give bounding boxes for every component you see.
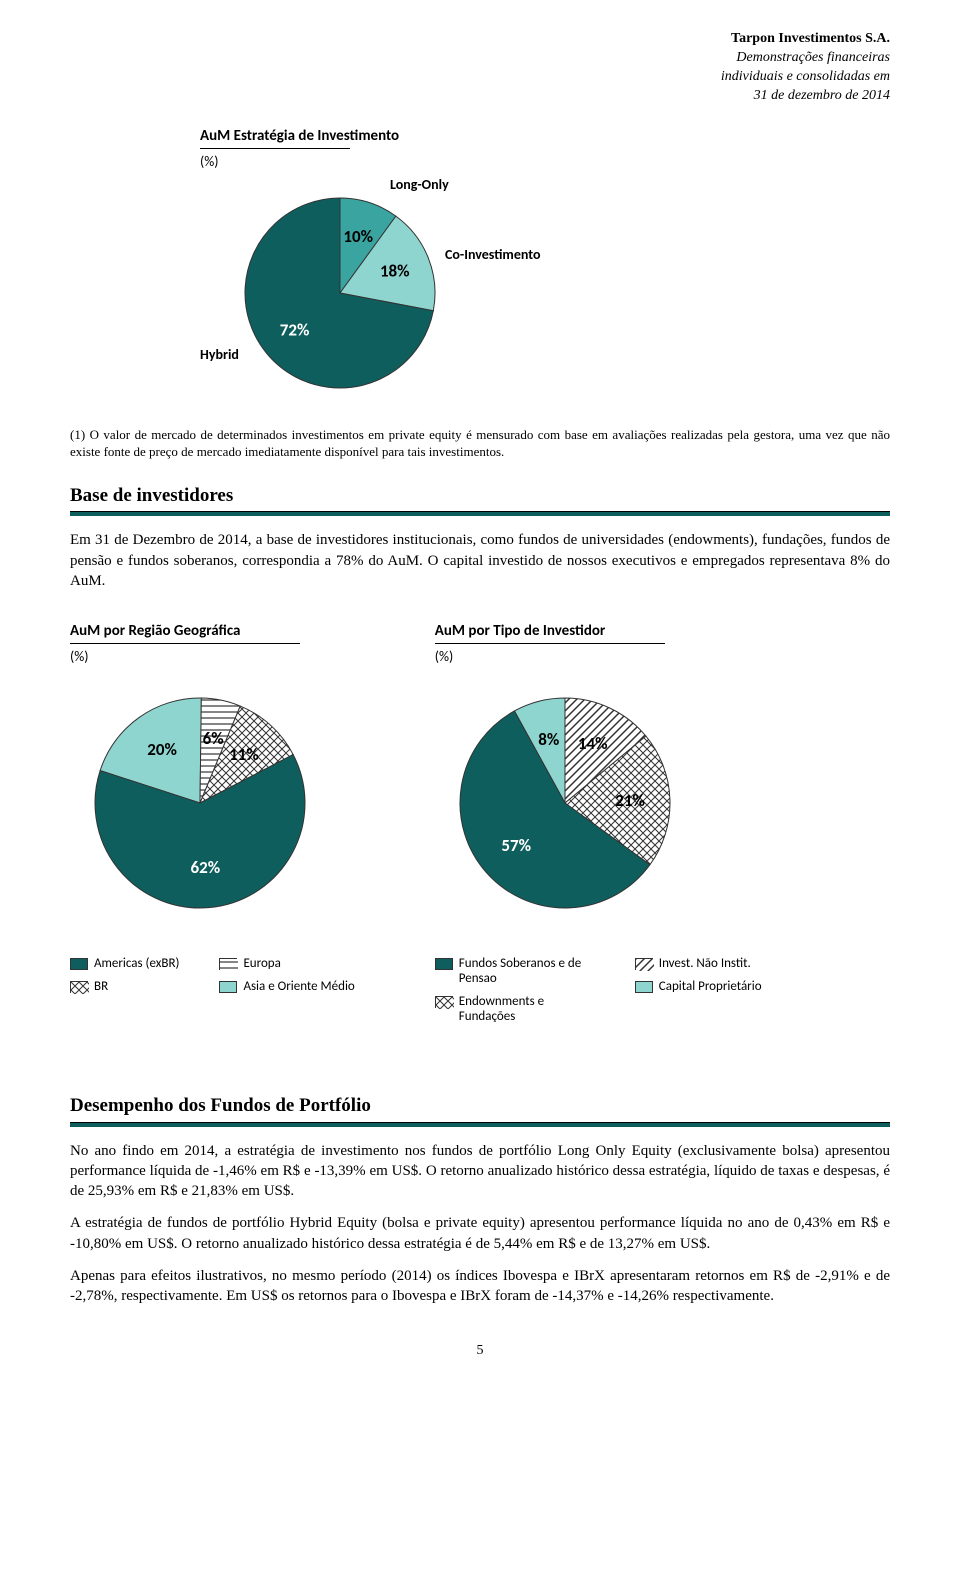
section-perf-rule	[70, 1122, 890, 1127]
pie-label-endow: 21%	[615, 790, 645, 811]
chart1-label-longonly: Long-Only	[390, 176, 449, 195]
document-header: Tarpon Investimentos S.A. Demonstrações …	[70, 30, 890, 106]
header-sub1: Demonstrações financeiras	[70, 49, 890, 68]
legend-item: Invest. Não Instit.	[635, 957, 762, 972]
chart1-label-coinv: Co-Investimento	[445, 246, 541, 265]
legend-item: Fundos Soberanos e de Pensao	[435, 957, 595, 987]
legend-swatch	[635, 981, 653, 993]
chart1-underline	[200, 148, 350, 149]
chart1-title: AuM Estratégia de Investimento	[200, 126, 890, 146]
chart1-label-hybrid: Hybrid	[200, 346, 239, 365]
pie-label-americas: 62%	[191, 857, 221, 878]
footnote-1: (1) O valor de mercado de determinados i…	[70, 426, 890, 461]
chart2-pie: 20% 6%11% 62%	[70, 673, 330, 933]
chart2-pct: (%)	[70, 648, 355, 667]
section-base-rule	[70, 511, 890, 516]
legend-swatch	[70, 958, 88, 970]
pie-label-hybrid: 72%	[280, 319, 310, 340]
chart2-pie-wrap: 20% 6%11% 62%	[70, 673, 330, 933]
chart2-title: AuM por Região Geográfica	[70, 621, 355, 641]
header-sub3: 31 de dezembro de 2014	[70, 87, 890, 106]
section-perf-title: Desempenho dos Fundos de Portfólio	[70, 1093, 890, 1119]
legend-label: BR	[94, 980, 108, 995]
legend-col: Invest. Não Instit. Capital Proprietário	[635, 957, 762, 1025]
chart2-legend: Americas (exBR) BR Europa Asia e Oriente Mé…	[70, 957, 355, 995]
pie-label-br: 11%	[229, 744, 259, 765]
legend-label: Europa	[243, 957, 280, 972]
page-number: 5	[70, 1342, 890, 1361]
chart-aum-estrategia: AuM Estratégia de Investimento (%) 10% 18…	[200, 126, 890, 408]
para-perf3: Apenas para efeitos ilustrativos, no mes…	[70, 1266, 890, 1307]
legend-swatch	[219, 958, 237, 970]
legend-swatch	[70, 981, 88, 993]
legend-label: Fundos Soberanos e de Pensao	[459, 957, 595, 987]
legend-label: Capital Proprietário	[659, 980, 762, 995]
chart1-pie-wrap: 10% 18% 72% Hybrid Long-Only Co-Investimen…	[200, 178, 600, 408]
para-perf1: No ano findo em 2014, a estratégia de in…	[70, 1141, 890, 1202]
legend-label: Asia e Oriente Médio	[243, 980, 354, 995]
chart3-underline	[435, 643, 665, 644]
legend-swatch	[435, 958, 453, 970]
legend-item: Europa	[219, 957, 354, 972]
legend-item: Endownments e Fundações	[435, 995, 595, 1025]
two-charts-row: AuM por Região Geográfica (%) 20% 6%11% 62…	[70, 611, 890, 1043]
chart3-legend: Fundos Soberanos e de Pensao Endownments …	[435, 957, 762, 1025]
header-sub2: individuais e consolidadas em	[70, 68, 890, 87]
chart-tipo-investidor: AuM por Tipo de Investidor (%) 8% 14% 21% 5…	[435, 621, 762, 1025]
para-base: Em 31 de Dezembro de 2014, a base de inv…	[70, 530, 890, 591]
legend-item: BR	[70, 980, 179, 995]
chart-regiao: AuM por Região Geográfica (%) 20% 6%11% 62…	[70, 621, 355, 1025]
chart3-title: AuM por Tipo de Investidor	[435, 621, 762, 641]
legend-swatch	[435, 996, 453, 1008]
legend-swatch	[635, 958, 653, 970]
legend-item: Asia e Oriente Médio	[219, 980, 354, 995]
legend-item: Americas (exBR)	[70, 957, 179, 972]
legend-col: Europa Asia e Oriente Médio	[219, 957, 354, 995]
pie-label-long_only: 10%	[343, 226, 373, 247]
legend-label: Americas (exBR)	[94, 957, 179, 972]
legend-label: Invest. Não Instit.	[659, 957, 751, 972]
chart1-pie: 10% 18% 72%	[200, 178, 480, 408]
legend-swatch	[219, 981, 237, 993]
chart3-pct: (%)	[435, 648, 762, 667]
chart1-pct: (%)	[200, 153, 890, 172]
pie-label-soberanos: 57%	[501, 835, 531, 856]
chart3-pie-wrap: 8% 14% 21% 57%	[435, 673, 695, 933]
para-perf2: A estratégia de fundos de portfólio Hybr…	[70, 1213, 890, 1254]
chart3-pie: 8% 14% 21% 57%	[435, 673, 695, 933]
pie-label-co_inv: 18%	[380, 260, 410, 281]
legend-label: Endownments e Fundações	[459, 995, 595, 1025]
company-name: Tarpon Investimentos S.A.	[70, 30, 890, 49]
legend-col: Americas (exBR) BR	[70, 957, 179, 995]
chart2-underline	[70, 643, 300, 644]
pie-label-naoinst: 14%	[578, 733, 608, 754]
legend-col: Fundos Soberanos e de Pensao Endownments …	[435, 957, 595, 1025]
section-base-title: Base de investidores	[70, 483, 890, 509]
pie-label-europa: 6%	[203, 729, 224, 750]
legend-item: Capital Proprietário	[635, 980, 762, 995]
pie-label-capprop: 8%	[538, 729, 559, 750]
pie-label-asia: 20%	[147, 739, 177, 760]
